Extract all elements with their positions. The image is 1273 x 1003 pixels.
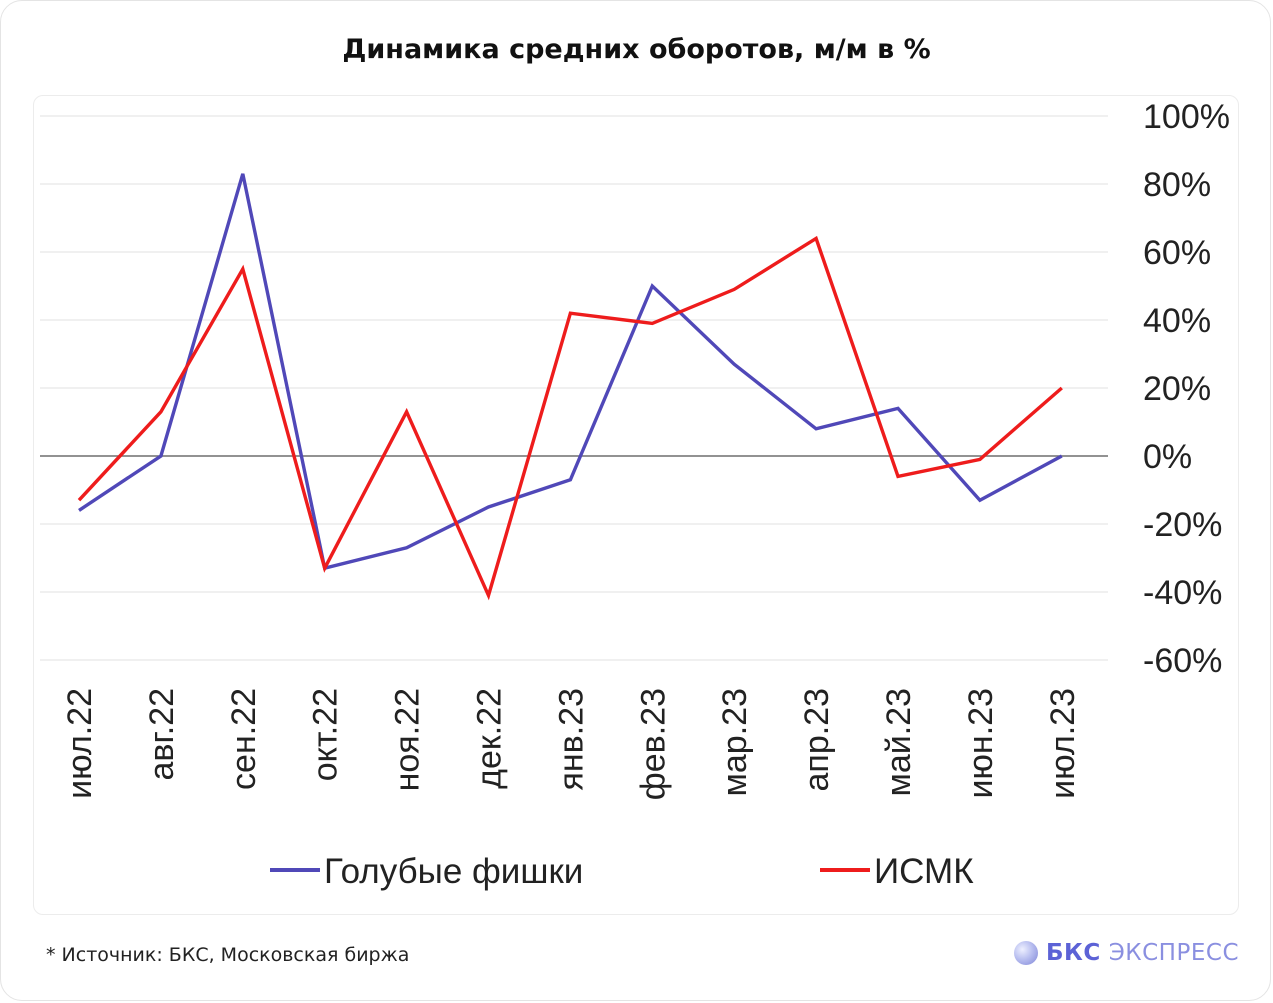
- x-tick-label: авг.22: [143, 688, 181, 781]
- series-line-1: [77, 235, 1063, 601]
- brand-name-bold: БКС: [1046, 940, 1101, 966]
- plot-card: [33, 95, 1239, 915]
- x-tick-label: июн.23: [962, 688, 1000, 799]
- y-tick-label: -40%: [1143, 574, 1222, 612]
- x-tick-label: июл.22: [61, 688, 99, 799]
- y-tick-label: 80%: [1143, 166, 1211, 204]
- bcs-sphere-icon: [1014, 941, 1039, 965]
- x-tick-label: июл.23: [1044, 688, 1082, 799]
- y-tick-label: -60%: [1143, 642, 1222, 680]
- x-tick-label: мар.23: [716, 688, 754, 796]
- legend-label: Голубые фишки: [324, 852, 583, 891]
- y-tick-label: 20%: [1143, 370, 1211, 408]
- y-tick-label: 60%: [1143, 234, 1211, 272]
- source-footnote: * Источник: БКС, Московская биржа: [46, 944, 410, 966]
- brand-name-light: ЭКСПРЕСС: [1108, 940, 1239, 966]
- brand-logo: БКС ЭКСПРЕСС: [1014, 940, 1239, 966]
- x-tick-label: сен.22: [225, 688, 263, 790]
- x-tick-label: май.23: [880, 688, 918, 797]
- x-tick-label: фев.23: [634, 688, 672, 800]
- legend-label: ИСМК: [874, 852, 974, 891]
- y-tick-label: 100%: [1143, 98, 1230, 136]
- x-tick-label: ноя.22: [389, 688, 427, 791]
- x-tick-label: янв.23: [552, 688, 590, 791]
- x-tick-label: апр.23: [798, 688, 836, 792]
- y-tick-label: 0%: [1143, 438, 1192, 476]
- x-tick-label: окт.22: [307, 688, 345, 781]
- y-tick-label: -20%: [1143, 506, 1222, 544]
- y-tick-label: 40%: [1143, 302, 1211, 340]
- x-tick-label: дек.22: [471, 688, 509, 789]
- series-line-0: [78, 173, 1063, 571]
- chart-title: Динамика средних оборотов, м/м в %: [342, 34, 931, 65]
